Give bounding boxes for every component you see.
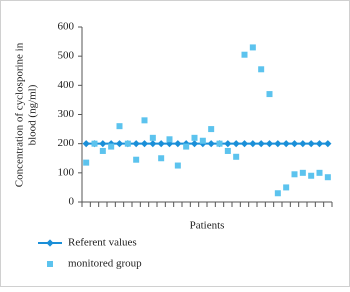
- diamond-marker: [232, 140, 240, 148]
- square-marker: [208, 126, 215, 133]
- square-marker: [308, 172, 315, 179]
- diamond-marker: [249, 140, 257, 148]
- diamond-marker: [149, 140, 157, 148]
- square-marker: [124, 140, 131, 147]
- square-marker: [299, 169, 306, 176]
- diamond-marker: [315, 140, 324, 148]
- diamond-marker: [190, 140, 199, 148]
- legend-marker: [46, 239, 54, 247]
- legend-label: Referent values: [68, 237, 137, 249]
- square-marker: [241, 51, 248, 58]
- diamond-marker: [282, 140, 290, 148]
- square-marker: [224, 147, 231, 154]
- y-tick-label: 600: [58, 21, 75, 33]
- square-marker: [258, 66, 265, 73]
- y-tick-label: 500: [58, 50, 75, 62]
- y-tick-label: 100: [58, 166, 75, 178]
- square-marker: [249, 44, 256, 51]
- diamond-marker: [257, 140, 265, 148]
- square-marker: [116, 123, 123, 130]
- diamond-marker: [132, 140, 140, 148]
- diamond-marker: [274, 140, 282, 148]
- diamond-marker: [324, 140, 332, 148]
- legend-marker: [47, 261, 53, 267]
- square-marker: [91, 140, 98, 147]
- square-marker: [99, 147, 106, 154]
- legend-label: monitored group: [68, 258, 142, 270]
- square-marker: [216, 140, 223, 147]
- diamond-marker: [82, 140, 90, 148]
- y-tick-label: 300: [58, 108, 75, 120]
- diamond-marker: [207, 140, 215, 148]
- square-marker: [316, 169, 323, 176]
- diamond-marker: [157, 140, 165, 148]
- diamond-marker: [265, 140, 274, 148]
- square-marker: [158, 155, 165, 162]
- diamond-marker: [99, 140, 107, 148]
- square-marker: [266, 91, 273, 98]
- square-marker: [141, 117, 148, 124]
- square-marker: [283, 184, 290, 191]
- square-marker: [291, 171, 298, 178]
- square-marker: [83, 159, 90, 166]
- diamond-marker: [115, 140, 124, 148]
- square-marker: [199, 137, 206, 144]
- square-marker: [133, 156, 140, 163]
- diamond-marker: [290, 140, 299, 148]
- square-marker: [233, 153, 240, 160]
- y-tick-label: 400: [58, 79, 75, 91]
- square-marker: [324, 174, 331, 181]
- diamond-marker: [174, 140, 182, 148]
- square-marker: [174, 162, 181, 169]
- square-marker: [149, 134, 156, 141]
- square-marker: [108, 143, 115, 150]
- y-tick-label: 0: [69, 196, 75, 208]
- diamond-marker: [240, 140, 249, 148]
- diamond-marker: [299, 140, 307, 148]
- diamond-marker: [224, 140, 232, 148]
- square-marker: [166, 136, 173, 143]
- y-axis-title: blood (ng/ml): [27, 84, 39, 145]
- square-marker: [274, 190, 281, 197]
- x-axis-title: Patients: [190, 220, 225, 232]
- y-axis-title: Concentration of cyclosporine in: [14, 42, 26, 187]
- square-marker: [183, 143, 190, 150]
- y-tick-label: 200: [58, 137, 75, 149]
- diamond-marker: [140, 140, 149, 148]
- square-marker: [191, 134, 198, 141]
- diamond-marker: [307, 140, 315, 148]
